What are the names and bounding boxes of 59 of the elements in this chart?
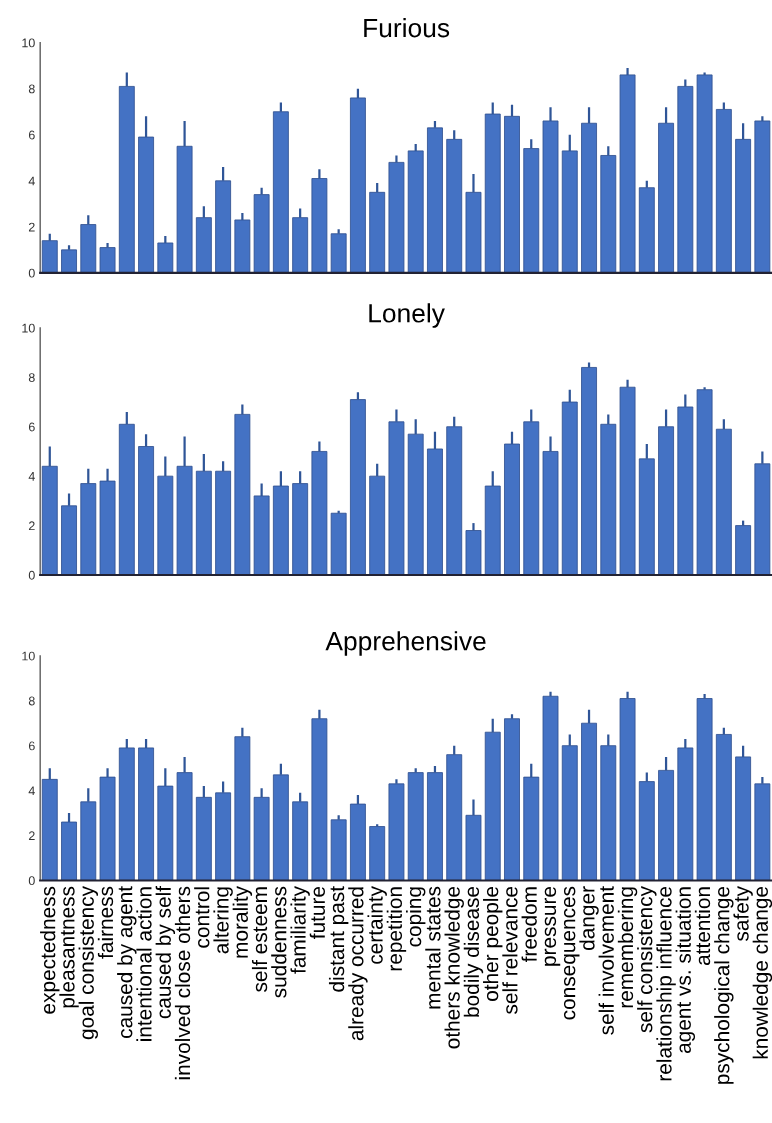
x-tick-label: goal consistency <box>78 886 98 1040</box>
y-tick-label: 4 <box>28 176 35 186</box>
y-tick-label: 6 <box>28 422 35 432</box>
x-tick-label: involved close others <box>174 886 191 1080</box>
x-tick-label: caused by agent <box>117 886 137 1038</box>
x-tick-label: already occurred <box>348 887 368 1041</box>
x-tick-label: bodily disease <box>463 886 484 1017</box>
x-tick-label: freedom <box>521 887 537 963</box>
chart-title: Lonely <box>369 303 445 328</box>
y-tick-label: 0 <box>28 876 35 886</box>
y-tick-label: 10 <box>22 38 35 48</box>
x-tick-label: coping <box>405 887 426 947</box>
x-tick-label: mental states <box>425 886 441 1009</box>
y-tick-label: 2 <box>28 521 35 531</box>
y-tick-label: 6 <box>28 130 35 140</box>
y-tick-label: 10 <box>22 651 35 661</box>
x-tick-label: altering <box>213 887 233 954</box>
chart-title: Furious <box>364 17 450 38</box>
x-tick-label: consequences <box>563 886 580 1020</box>
x-tick-label: repetition <box>386 887 407 971</box>
x-tick-label: pleasantness <box>59 886 79 1008</box>
x-tick-label: others knowledge <box>444 886 464 1049</box>
x-tick-label: safety <box>733 886 753 941</box>
x-tick-label: pressure <box>544 886 561 966</box>
x-tick-label: agent vs. situation <box>675 887 696 1054</box>
y-tick-label: 10 <box>22 323 35 333</box>
x-tick-label: self involvement <box>598 886 614 1035</box>
x-tick-label: fairness <box>97 886 114 959</box>
x-tick-label: danger <box>579 886 599 950</box>
y-tick-label: 0 <box>28 570 35 580</box>
x-tick-label: attention <box>694 887 711 966</box>
y-tick-label: 8 <box>28 373 35 382</box>
y-tick-label: 8 <box>28 84 35 94</box>
x-tick-label: future <box>309 886 325 939</box>
x-tick-label: psychological change <box>714 886 734 1084</box>
x-tick-label: caused by self <box>155 885 176 1019</box>
x-tick-label: familiarity <box>290 886 310 974</box>
x-tick-label: knowledge change <box>752 886 772 1059</box>
y-tick-label: 4 <box>28 472 35 481</box>
x-tick-label: certainty <box>367 886 387 964</box>
x-tick-label: distant past <box>328 886 349 992</box>
x-tick-label: relationship influence <box>656 886 676 1081</box>
x-tick-label: remembering <box>617 887 638 1008</box>
x-tick-label: expectedness <box>40 886 60 1014</box>
y-tick-label: 4 <box>28 786 35 796</box>
x-tick-label: other people <box>483 886 503 1001</box>
x-tick-label: self esteem <box>251 887 268 992</box>
y-tick-label: 2 <box>28 222 35 232</box>
x-tick-label: control <box>194 887 210 948</box>
chart-title: Apprehensive <box>325 631 486 656</box>
y-tick-label: 2 <box>28 831 35 841</box>
x-tick-label: morality <box>232 886 253 958</box>
x-tick-label: self consistency <box>637 886 657 1033</box>
y-tick-label: 6 <box>28 741 35 751</box>
x-tick-label: suddenness <box>271 886 287 998</box>
y-tick-label: 8 <box>28 696 35 706</box>
x-tick-label: intentional action <box>136 887 152 1041</box>
x-tick-label: self relevance <box>502 886 518 1014</box>
y-tick-label: 0 <box>28 268 35 278</box>
